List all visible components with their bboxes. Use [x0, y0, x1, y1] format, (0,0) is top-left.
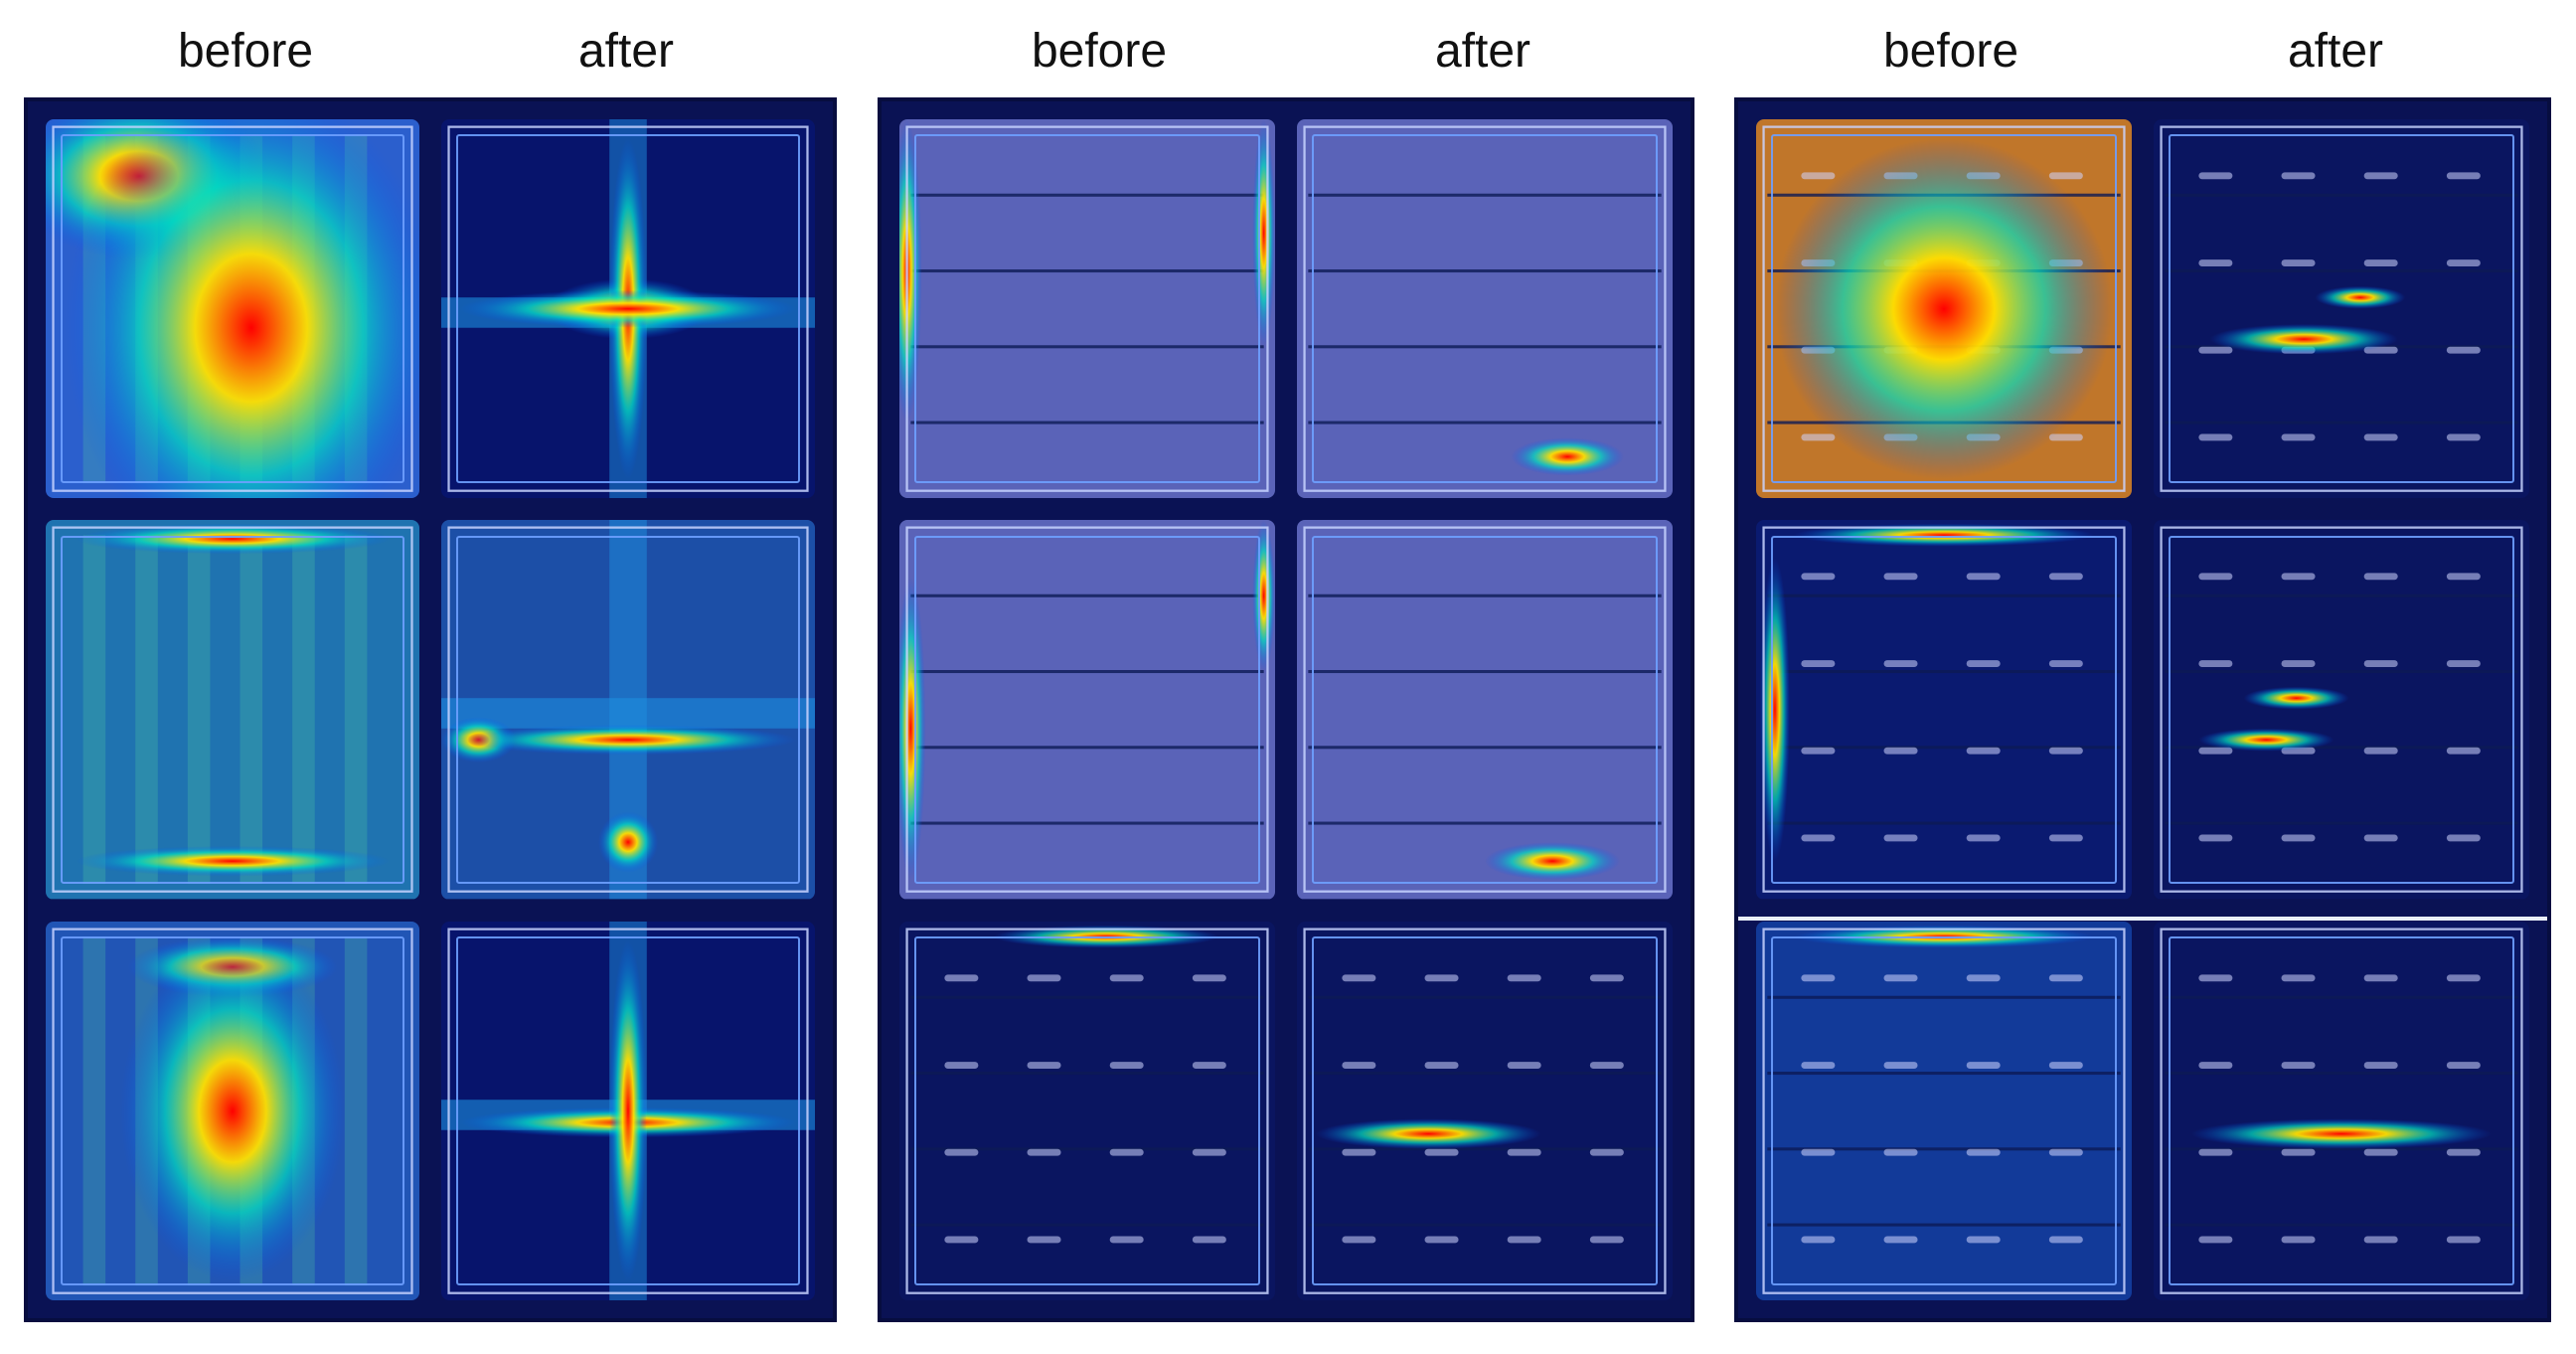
- detection-box: [61, 535, 404, 885]
- detection-box: [61, 134, 404, 484]
- heatmap-p1-r2-after: [441, 520, 815, 900]
- heatmap-image: [46, 921, 419, 1300]
- heatmap-p1-r3-after: [441, 921, 815, 1300]
- heatmap-image: [1756, 520, 2132, 900]
- heatmap-image: [1297, 520, 1673, 900]
- detection-box: [61, 935, 404, 1285]
- heatmap-image: [899, 520, 1275, 900]
- heatmap-image: [2154, 921, 2529, 1300]
- detection-box: [1312, 535, 1658, 885]
- heatmap-p2-r2-after: [1297, 520, 1673, 900]
- heatmap-image: [441, 921, 815, 1300]
- detection-box: [914, 535, 1260, 885]
- panel-3-separator: [1738, 917, 2547, 921]
- heatmap-p3-r3-after: [2154, 921, 2529, 1300]
- header-before-1: before: [177, 25, 314, 78]
- panel-2: [878, 97, 1694, 1322]
- heatmap-image: [1297, 119, 1673, 499]
- detection-box: [1771, 134, 2117, 484]
- detection-box: [1771, 935, 2117, 1285]
- heatmap-p3-r1-before: [1756, 119, 2132, 499]
- detection-box: [1771, 535, 2117, 885]
- header-before-3: before: [1882, 25, 2019, 78]
- heatmap-image: [441, 520, 815, 900]
- panel-3-grid: [1756, 119, 2529, 1300]
- detection-box: [2169, 535, 2514, 885]
- heatmap-p2-r3-after: [1297, 921, 1673, 1300]
- heatmap-image: [1756, 921, 2132, 1300]
- detection-box: [456, 535, 800, 885]
- detection-box: [456, 935, 800, 1285]
- detection-box: [1312, 935, 1658, 1285]
- heatmap-image: [441, 119, 815, 499]
- heatmap-p2-r1-before: [899, 119, 1275, 499]
- heatmap-p1-r1-after: [441, 119, 815, 499]
- detection-box: [2169, 134, 2514, 484]
- heatmap-image: [1756, 119, 2132, 499]
- detection-box: [914, 134, 1260, 484]
- heatmap-p1-r2-before: [46, 520, 419, 900]
- detection-box: [1312, 134, 1658, 484]
- heatmap-image: [46, 520, 419, 900]
- heatmap-p3-r2-before: [1756, 520, 2132, 900]
- heatmap-p1-r1-before: [46, 119, 419, 499]
- detection-box: [914, 935, 1260, 1285]
- heatmap-p3-r2-after: [2154, 520, 2529, 900]
- heatmap-image: [899, 921, 1275, 1300]
- heatmap-p2-r2-before: [899, 520, 1275, 900]
- panel-1: [24, 97, 837, 1322]
- header-after-1: after: [577, 25, 675, 78]
- header-after-3: after: [2287, 25, 2384, 78]
- heatmap-p2-r1-after: [1297, 119, 1673, 499]
- header-before-2: before: [1031, 25, 1168, 78]
- heatmap-p3-r1-after: [2154, 119, 2529, 499]
- heatmap-image: [1297, 921, 1673, 1300]
- detection-box: [456, 134, 800, 484]
- panel-3: [1734, 97, 2551, 1322]
- heatmap-image: [2154, 520, 2529, 900]
- heatmap-p1-r3-before: [46, 921, 419, 1300]
- header-after-2: after: [1434, 25, 1531, 78]
- detection-box: [2169, 935, 2514, 1285]
- heatmap-image: [46, 119, 419, 499]
- heatmap-p3-r3-before: [1756, 921, 2132, 1300]
- heatmap-p2-r3-before: [899, 921, 1275, 1300]
- panel-1-grid: [46, 119, 815, 1300]
- panel-2-grid: [899, 119, 1673, 1300]
- heatmap-image: [2154, 119, 2529, 499]
